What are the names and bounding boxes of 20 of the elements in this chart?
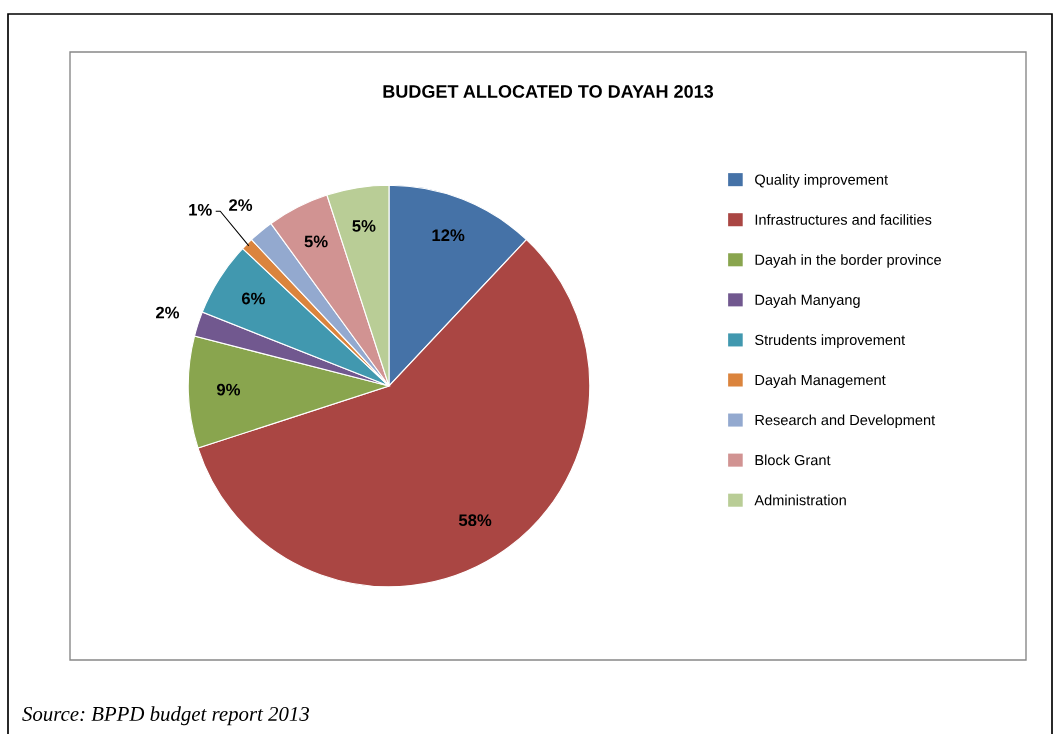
data-label: 9% <box>216 383 241 396</box>
legend-label: Infrastructures and facilities <box>755 214 932 225</box>
legend-label: Dayah Manyang <box>755 294 860 308</box>
legend-label: Administration <box>754 494 846 506</box>
data-label: 6% <box>241 292 265 305</box>
source-note: Source: BPPD budget report 2013 <box>22 706 310 726</box>
legend-label: Research and Development <box>755 414 936 429</box>
data-label: 5% <box>352 220 376 232</box>
data-label: 5% <box>304 235 328 248</box>
legend-label: Quality improvement <box>755 174 888 188</box>
data-label: 58% <box>458 514 492 527</box>
data-label: 1% <box>189 203 212 216</box>
legend-label: Dayah in the border province <box>755 254 941 268</box>
data-label: 2% <box>156 306 180 319</box>
data-label: 12% <box>432 229 465 242</box>
legend-label: Strudents improvement <box>755 334 906 348</box>
legend-label: Block Grant <box>755 454 831 466</box>
chart-title: BUDGET ALLOCATED TO DAYAH 2013 <box>383 85 714 98</box>
legend-label: Dayah Management <box>755 374 886 389</box>
data-label: 2% <box>229 199 253 211</box>
